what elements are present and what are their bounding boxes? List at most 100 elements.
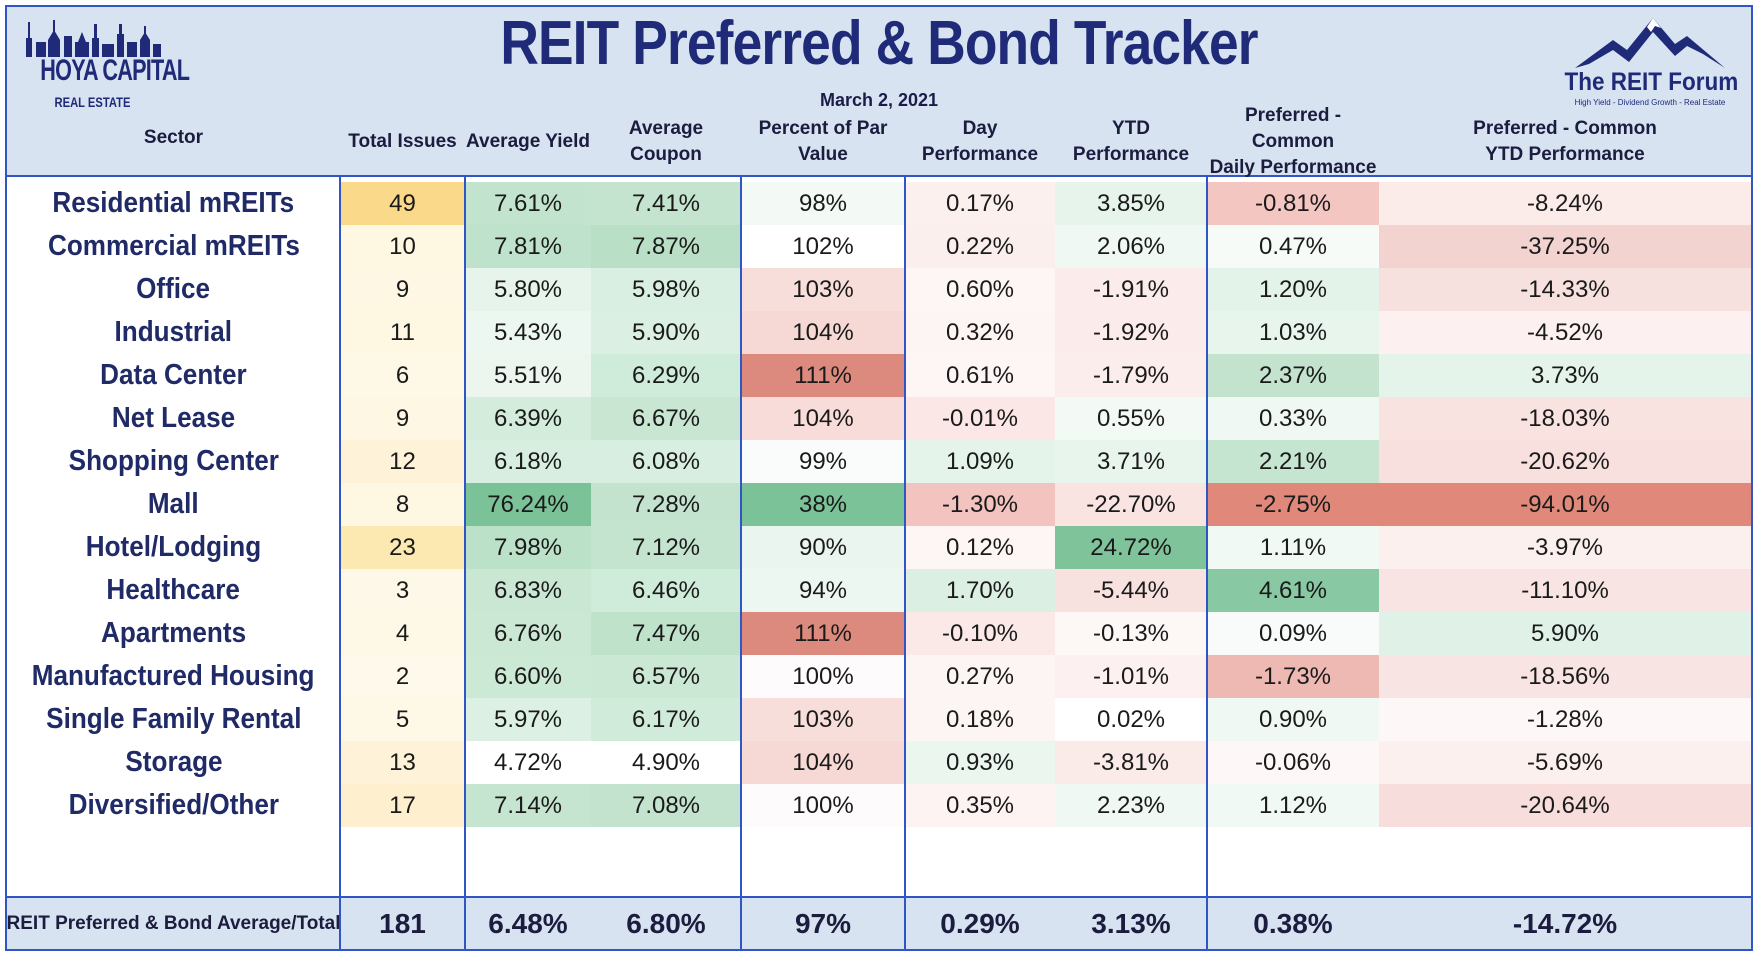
table-cell: 0.60%: [905, 268, 1055, 311]
cell-value: -2.75%: [1254, 490, 1332, 518]
cell-value: 0.33%: [1258, 404, 1328, 432]
table-cell: 0.02%: [1055, 698, 1207, 741]
column-header-text: Sector: [143, 127, 204, 148]
cell-value: 6: [395, 361, 410, 389]
table-cell: 100%: [741, 784, 905, 827]
table-cell: 7.14%: [465, 784, 591, 827]
sector-name: Net Lease: [111, 402, 236, 434]
reit-forum-tagline: High Yield - Dividend Growth - Real Esta…: [1574, 98, 1726, 107]
cell-value: 1.12%: [1258, 791, 1328, 819]
table-cell: 2.21%: [1207, 440, 1379, 483]
cell-value: 1.11%: [1259, 533, 1327, 561]
cell-value: 23: [389, 533, 416, 561]
table-cell: -1.79%: [1055, 354, 1207, 397]
cell-value: 6.39%: [493, 404, 563, 432]
page-title: REIT Preferred & Bond Tracker: [500, 9, 1258, 78]
sector-label: Net Lease: [7, 397, 340, 440]
cell-value: 38%: [798, 490, 848, 518]
table-cell: 13: [340, 741, 465, 784]
table-cell: 4.61%: [1207, 569, 1379, 612]
column-header: Preferred - Common YTD Performance: [1379, 112, 1751, 172]
table-cell: -5.44%: [1055, 569, 1207, 612]
table-cell: -0.81%: [1207, 182, 1379, 225]
sector-label: Data Center: [7, 354, 340, 397]
table-cell: 1.09%: [905, 440, 1055, 483]
table-cell: 5.97%: [465, 698, 591, 741]
cell-value: -20.62%: [1520, 447, 1610, 475]
column-divider: [1206, 177, 1208, 949]
column-header: Preferred - Common Daily Performance: [1207, 105, 1379, 178]
cell-value: 100%: [792, 791, 854, 819]
cell-value: 0.12%: [945, 533, 1015, 561]
sector-name: Single Family Rental: [45, 703, 302, 735]
column-header-text: Percent of Par Value: [758, 118, 888, 165]
cell-value: -3.97%: [1526, 533, 1604, 561]
cell-value: 1.20%: [1258, 275, 1328, 303]
sector-name: Commercial mREITs: [47, 230, 300, 262]
cell-value: 6.08%: [631, 447, 701, 475]
table-cell: 100%: [741, 655, 905, 698]
cell-value: 9: [395, 275, 410, 303]
cell-value: 99%: [798, 447, 848, 475]
cell-value: 0.35%: [945, 791, 1015, 819]
column-header-text: Average Coupon: [628, 118, 704, 165]
cell-value: -94.01%: [1520, 490, 1610, 518]
cell-value: 6.18%: [493, 447, 563, 475]
sector-label: Manufactured Housing: [7, 655, 340, 698]
column-header-text: Daily Performance: [1209, 157, 1377, 178]
cell-value: 0.61%: [945, 361, 1015, 389]
cell-value: 6.29%: [631, 361, 701, 389]
table-cell: 7.08%: [591, 784, 741, 827]
sector-name: Healthcare: [106, 574, 241, 606]
cell-value: 2.23%: [1096, 791, 1166, 819]
table-cell: 103%: [741, 698, 905, 741]
table-cell: -0.06%: [1207, 741, 1379, 784]
table-cell: 7.61%: [465, 182, 591, 225]
total-value: 181: [379, 907, 426, 939]
cell-value: 0.93%: [945, 748, 1015, 776]
cell-value: 6.46%: [631, 576, 701, 604]
table-cell: 3.73%: [1379, 354, 1751, 397]
column-header: Day Performance: [905, 112, 1055, 172]
cell-value: -0.06%: [1254, 748, 1332, 776]
sector-name: Shopping Center: [68, 445, 279, 477]
table-cell: 7.41%: [591, 182, 741, 225]
cell-value: 5.97%: [493, 705, 563, 733]
cell-value: 3.71%: [1096, 447, 1166, 475]
cell-value: 0.60%: [945, 275, 1015, 303]
cell-value: 1.09%: [945, 447, 1015, 475]
sector-label: Mall: [7, 483, 340, 526]
cell-value: 0.55%: [1096, 404, 1166, 432]
cell-value: 104%: [792, 404, 854, 432]
cell-value: 7.61%: [493, 189, 563, 217]
cell-value: 49: [389, 189, 416, 217]
table-cell: 94%: [741, 569, 905, 612]
table-cell: 0.32%: [905, 311, 1055, 354]
cell-value: -0.01%: [941, 404, 1019, 432]
column-header: Total Issues: [340, 112, 465, 172]
table-cell: 6.67%: [591, 397, 741, 440]
table-cell: 2.23%: [1055, 784, 1207, 827]
sector-label: Hotel/Lodging: [7, 526, 340, 569]
table-cell: -8.24%: [1379, 182, 1751, 225]
cell-value: 3: [395, 576, 410, 604]
cell-value: 103%: [792, 275, 854, 303]
table-cell: 2.37%: [1207, 354, 1379, 397]
column-divider: [339, 177, 341, 949]
table-cell: -14.33%: [1379, 268, 1751, 311]
table-cell: 102%: [741, 225, 905, 268]
sector-label: Commercial mREITs: [7, 225, 340, 268]
table-cell: 1.03%: [1207, 311, 1379, 354]
table-cell: 104%: [741, 397, 905, 440]
table-cell: 3: [340, 569, 465, 612]
table-cell: 9: [340, 268, 465, 311]
cell-value: -1.92%: [1092, 318, 1170, 346]
table-cell: 6.57%: [591, 655, 741, 698]
column-header: Average Coupon: [591, 112, 741, 172]
total-divider: [7, 896, 1751, 898]
cell-value: 98%: [798, 189, 848, 217]
table-cell: 0.22%: [905, 225, 1055, 268]
cell-value: 4.61%: [1258, 576, 1328, 604]
cell-value: 6.57%: [631, 662, 701, 690]
cell-value: 102%: [792, 232, 854, 260]
